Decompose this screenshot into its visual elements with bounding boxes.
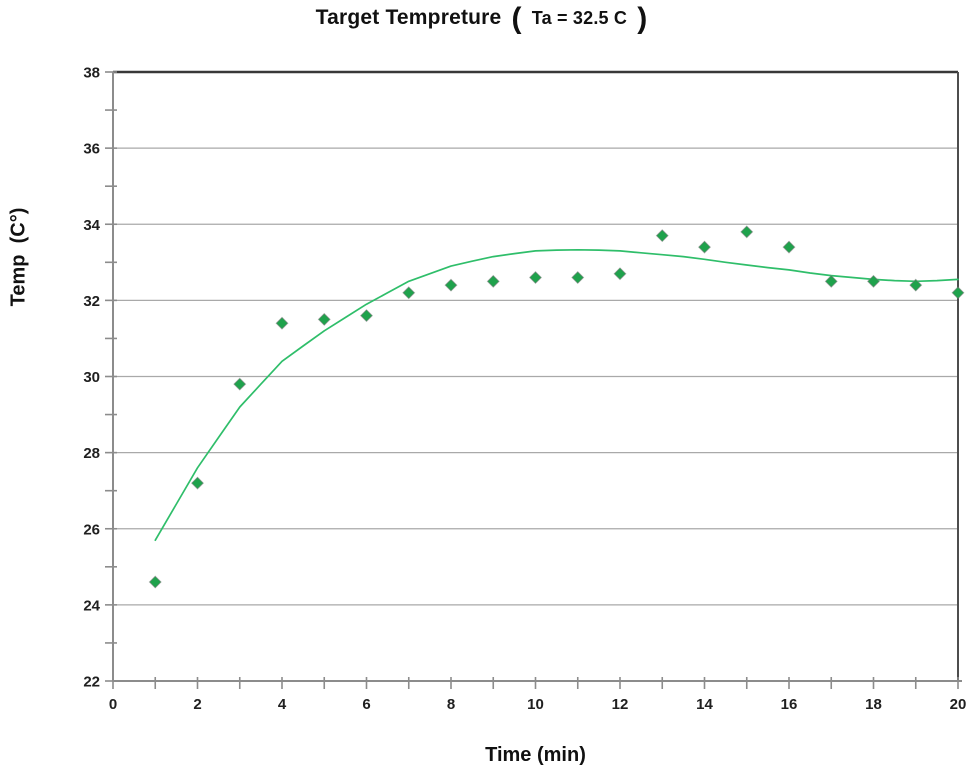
data-point-diamond-x11 bbox=[571, 271, 585, 285]
x-tick-label-0: 0 bbox=[109, 696, 117, 713]
y-tick-label-30: 30 bbox=[83, 369, 100, 386]
y-tick-label-34: 34 bbox=[83, 217, 100, 234]
data-point-diamond-x2 bbox=[190, 476, 205, 490]
data-point-diamond-x19 bbox=[909, 278, 923, 292]
chart-title-annotation: Ta = 32.5 C bbox=[531, 8, 628, 28]
y-tick-label-38: 38 bbox=[83, 65, 100, 82]
data-point-diamond-x9 bbox=[486, 274, 500, 288]
x-tick-label-20: 20 bbox=[950, 696, 967, 713]
fit-curve-line bbox=[154, 248, 959, 542]
y-tick-label-24: 24 bbox=[83, 597, 100, 614]
x-tick-label-6: 6 bbox=[362, 696, 370, 713]
data-point-diamond-x4 bbox=[275, 316, 289, 330]
x-tick-label-14: 14 bbox=[696, 696, 713, 713]
y-tick-label-36: 36 bbox=[83, 141, 100, 158]
data-point-diamond-x8 bbox=[444, 278, 458, 292]
data-point-diamond-x7 bbox=[402, 286, 416, 300]
data-point-diamond-x13 bbox=[655, 229, 669, 243]
chart-title: Target Tempreture ( Ta = 32.5 C ) bbox=[0, 2, 967, 36]
chart-title-paren-close-glyph: ) bbox=[637, 2, 648, 35]
data-point-diamond-x18 bbox=[866, 274, 881, 288]
y-tick-label-22: 22 bbox=[83, 674, 100, 691]
x-tick-label-12: 12 bbox=[612, 696, 629, 713]
data-point-diamond-x16 bbox=[782, 240, 796, 254]
y-tick-label-28: 28 bbox=[83, 445, 100, 462]
data-point-diamond-x17 bbox=[824, 274, 838, 288]
data-point-diamond-x15 bbox=[740, 225, 754, 239]
data-point-diamond-x12 bbox=[613, 267, 627, 281]
x-tick-label-16: 16 bbox=[781, 696, 798, 713]
y-tick-label-26: 26 bbox=[83, 521, 100, 538]
x-tick-label-18: 18 bbox=[865, 696, 882, 713]
y-tick-label-32: 32 bbox=[83, 293, 100, 310]
data-point-diamond-x6 bbox=[359, 309, 374, 323]
data-point-diamond-x1 bbox=[148, 575, 162, 589]
x-tick-label-8: 8 bbox=[447, 696, 455, 713]
data-point-diamond-x14 bbox=[697, 240, 712, 254]
x-tick-label-4: 4 bbox=[278, 696, 287, 713]
data-point-diamond-x20 bbox=[951, 286, 965, 300]
x-tick-label-2: 2 bbox=[193, 696, 201, 713]
x-axis-title: Time (min) bbox=[485, 744, 586, 766]
chart-title-main: Target Tempreture bbox=[315, 6, 502, 29]
chart-title-paren-open-glyph: ( bbox=[511, 2, 522, 35]
data-point-diamond-x3 bbox=[233, 377, 247, 391]
x-tick-label-10: 10 bbox=[527, 696, 544, 713]
data-point-diamond-x10 bbox=[528, 271, 543, 285]
data-point-diamond-x5 bbox=[317, 312, 331, 326]
